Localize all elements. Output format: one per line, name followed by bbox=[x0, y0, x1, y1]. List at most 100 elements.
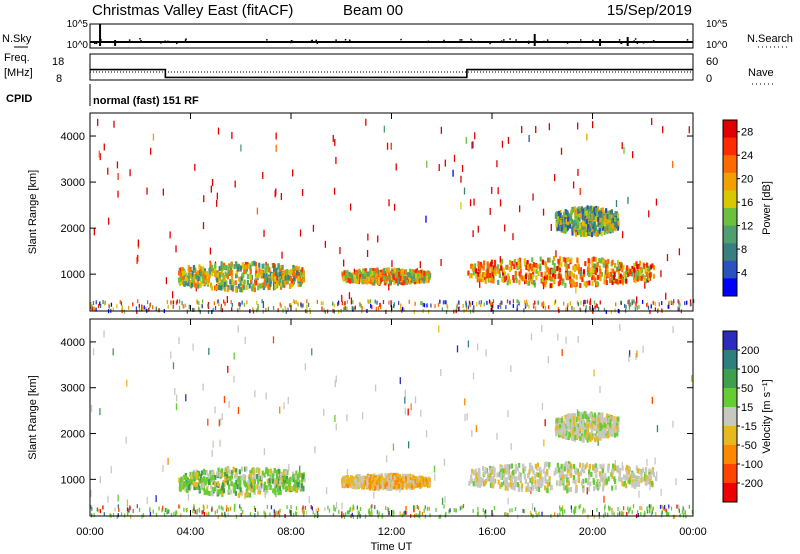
power-echo-0 bbox=[205, 277, 208, 283]
velocity-echo-2 bbox=[563, 466, 566, 472]
power-echo-1 bbox=[358, 269, 361, 275]
power-echo-2 bbox=[624, 271, 627, 277]
velocity-echo-2 bbox=[556, 462, 559, 468]
power-ground-scatter bbox=[554, 299, 557, 304]
power-echo-3 bbox=[576, 230, 579, 236]
velocity-echo-0 bbox=[277, 468, 280, 474]
power-echo-3 bbox=[592, 215, 595, 221]
power-ground-scatter bbox=[554, 301, 556, 306]
power-echo-3 bbox=[603, 218, 606, 224]
power-ground-scatter bbox=[359, 301, 361, 306]
power-echo-1 bbox=[422, 278, 425, 284]
velocity-echo-0 bbox=[233, 482, 236, 488]
velocity-echo-3 bbox=[590, 428, 594, 434]
velocity-noise-streak bbox=[496, 432, 498, 440]
power-echo-2 bbox=[591, 260, 594, 266]
nsearch-dot bbox=[459, 39, 461, 41]
power-echo-2 bbox=[532, 267, 535, 273]
power-echo-1 bbox=[423, 270, 426, 276]
velocity-echo-0 bbox=[205, 488, 208, 494]
power-ground-scatter bbox=[221, 308, 223, 313]
velocity-echo-1 bbox=[396, 472, 399, 478]
velocity-echo-2 bbox=[621, 465, 624, 471]
velocity-echo-0 bbox=[192, 481, 195, 487]
power-echo-3 bbox=[596, 206, 600, 212]
power-echo-1 bbox=[377, 273, 380, 279]
velocity-ground-scatter bbox=[448, 509, 450, 514]
velocity-echo-0 bbox=[279, 489, 282, 495]
power-echo-3 bbox=[566, 225, 569, 231]
velocity-echo-0 bbox=[228, 469, 231, 475]
power-echo-0 bbox=[184, 278, 187, 284]
freq-line bbox=[90, 68, 693, 79]
power-ground-scatter bbox=[290, 302, 292, 307]
power-echo-2 bbox=[565, 275, 568, 281]
velocity-ground-scatter bbox=[424, 514, 427, 519]
power-echo-3 bbox=[609, 218, 612, 224]
power-noise-streak bbox=[216, 192, 219, 200]
velocity-echo-2 bbox=[471, 468, 474, 474]
velocity-echo-2 bbox=[588, 463, 591, 469]
power-echo-1 bbox=[416, 277, 419, 283]
velocity-echo-2 bbox=[627, 478, 630, 484]
velocity-noise-streak bbox=[323, 408, 325, 416]
power-echo-1 bbox=[425, 278, 429, 284]
velocity-echo-3 bbox=[605, 430, 608, 436]
power-echo-3 bbox=[616, 217, 619, 223]
power-echo-0 bbox=[195, 283, 198, 289]
velocity-echo-2 bbox=[575, 487, 578, 493]
nsearch-dot bbox=[592, 39, 594, 42]
power-echo-0 bbox=[220, 261, 223, 267]
power-echo-0 bbox=[265, 273, 268, 279]
velocity-ground-scatter bbox=[155, 512, 158, 517]
velocity-echo-0 bbox=[208, 491, 211, 497]
power-echo-1 bbox=[349, 272, 352, 278]
power-echo-2 bbox=[572, 265, 575, 271]
velocity-echo-1 bbox=[406, 482, 410, 488]
velocity-echo-1 bbox=[405, 483, 408, 489]
velocity-echo-0 bbox=[278, 485, 281, 491]
velocity-noise-streak bbox=[597, 438, 599, 446]
velocity-ground-scatter bbox=[273, 509, 275, 514]
velocity-ground-scatter bbox=[201, 510, 203, 515]
power-echo-3 bbox=[584, 207, 587, 213]
power-echo-3 bbox=[610, 213, 613, 219]
power-ground-scatter bbox=[99, 301, 101, 306]
power-echo-3 bbox=[569, 215, 573, 221]
velocity-echo-0 bbox=[268, 478, 271, 484]
velocity-echo-0 bbox=[294, 479, 297, 485]
power-noise-streak bbox=[194, 163, 196, 171]
velocity-echo-3 bbox=[606, 433, 609, 439]
power-echo-0 bbox=[196, 270, 199, 276]
n-tick-left-high: 10^5 bbox=[67, 19, 89, 30]
power-echo-2 bbox=[575, 274, 578, 280]
velocity-echo-2 bbox=[531, 477, 534, 483]
nsearch-dot bbox=[546, 39, 549, 41]
power-echo-2 bbox=[484, 278, 487, 284]
power-echo-2 bbox=[539, 266, 542, 272]
power-echo-0 bbox=[231, 280, 234, 286]
power-echo-3 bbox=[576, 223, 579, 229]
power-echo-2 bbox=[600, 257, 604, 263]
velocity-echo-0 bbox=[273, 468, 276, 474]
velocity-echo-0 bbox=[181, 476, 184, 482]
power-echo-0 bbox=[182, 281, 186, 287]
velocity-echo-2 bbox=[623, 480, 627, 486]
velocity-echo-0 bbox=[252, 487, 255, 493]
velocity-echo-2 bbox=[499, 483, 502, 489]
velocity-ground-scatter bbox=[132, 509, 134, 514]
power-ground-scatter bbox=[178, 305, 181, 310]
power-echo-2 bbox=[603, 274, 607, 280]
velocity-ground-scatter bbox=[295, 506, 298, 511]
velocity-echo-2 bbox=[528, 486, 532, 492]
nsearch-dot bbox=[400, 38, 402, 41]
velocity-echo-2 bbox=[559, 480, 562, 486]
power-ground-scatter bbox=[661, 301, 663, 306]
velocity-echo-2 bbox=[542, 468, 545, 474]
velocity-echo-3 bbox=[615, 420, 618, 426]
velocity-echo-0 bbox=[212, 479, 215, 485]
power-ground-scatter bbox=[257, 304, 259, 309]
power-echo-0 bbox=[229, 279, 232, 285]
velocity-noise-streak bbox=[174, 387, 176, 395]
power-echo-2 bbox=[609, 272, 612, 278]
